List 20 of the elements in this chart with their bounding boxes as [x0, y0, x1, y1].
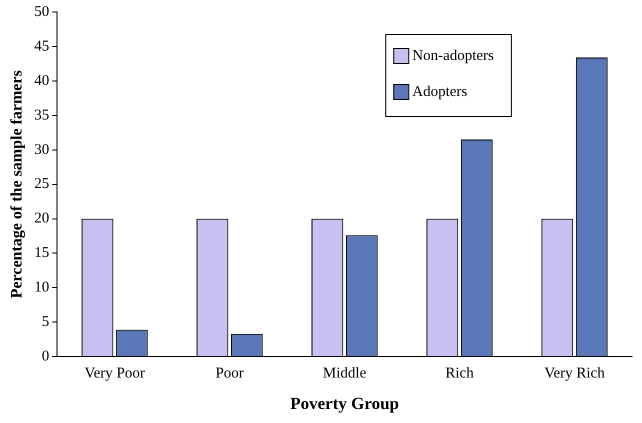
y-tick-label: 20 — [34, 210, 50, 227]
y-tick-label: 10 — [34, 280, 50, 296]
y-tick-label: 25 — [34, 176, 50, 192]
y-tick-label: 0 — [42, 348, 50, 365]
legend-label: Adopters — [412, 84, 468, 100]
y-tick-label: 30 — [34, 142, 50, 158]
x-tick-label: Rich — [445, 366, 474, 382]
legend-label: Non-adopters — [412, 48, 494, 64]
x-tick-label: Middle — [322, 366, 367, 382]
y-tick-label: 35 — [34, 107, 50, 124]
y-tick-label: 40 — [34, 72, 50, 89]
y-tick-label: 45 — [34, 38, 50, 54]
y-axis-title: Percentage of the sample farmers — [8, 70, 26, 298]
x-tick-label: Poor — [215, 366, 244, 382]
x-tick-label: Very Rich — [544, 366, 606, 382]
y-tick-label: 15 — [34, 245, 50, 262]
y-tick-label: 5 — [42, 314, 50, 330]
x-tick-label: Very Poor — [84, 366, 145, 382]
y-tick-label: 50 — [34, 4, 50, 20]
x-axis-title: Poverty Group — [290, 394, 399, 414]
